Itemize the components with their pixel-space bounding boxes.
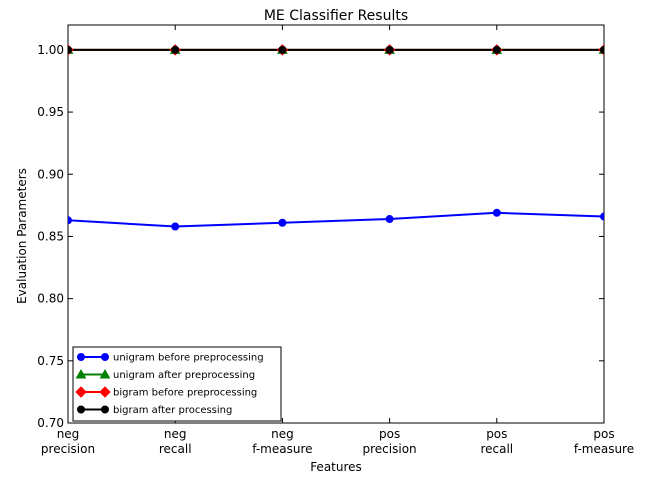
data-point [385, 45, 394, 54]
x-tick-label: pos [593, 427, 614, 441]
data-point [171, 222, 180, 231]
plot-area: 0.700.750.800.850.900.951.00negprecision… [37, 24, 634, 456]
legend-marker [99, 368, 111, 379]
x-tick-label: f-measure [574, 442, 634, 456]
data-point [385, 215, 394, 224]
y-tick-label: 0.90 [37, 167, 64, 181]
data-point [492, 45, 501, 54]
legend-marker [99, 386, 111, 398]
x-tick-label: neg [164, 427, 187, 441]
legend-label: bigram before preprocessing [113, 388, 257, 399]
y-tick-label: 0.95 [37, 105, 64, 119]
x-tick-label: f-measure [252, 442, 312, 456]
data-point [278, 218, 287, 227]
x-tick-label: pos [486, 427, 507, 441]
data-point [68, 216, 72, 225]
y-tick-label: 0.85 [37, 229, 64, 243]
y-axis-title: Evaluation Parameters [15, 168, 29, 304]
legend-marker [101, 405, 109, 414]
x-tick-label: pos [379, 427, 400, 441]
y-tick-label: 1.00 [37, 43, 64, 57]
chart-title: ME Classifier Results [264, 8, 408, 24]
x-tick-label: precision [41, 442, 95, 456]
x-tick-label: recall [480, 442, 513, 456]
x-tick-label: recall [159, 442, 192, 456]
data-point [278, 45, 287, 54]
x-tick-label: neg [271, 427, 294, 441]
data-point [171, 45, 180, 54]
y-tick-label: 0.80 [37, 292, 64, 306]
data-point [600, 212, 604, 221]
x-tick-label: precision [363, 442, 417, 456]
legend-marker [101, 353, 109, 361]
legend-marker [75, 386, 87, 398]
legend-marker [77, 353, 85, 361]
series-line-0 [68, 211, 604, 228]
legend-label: bigram after processing [113, 405, 232, 416]
data-point [600, 45, 604, 54]
legend-label: unigram before preprocessing [113, 353, 264, 364]
legend-label: unigram after preprocessing [113, 370, 255, 381]
data-point [492, 208, 501, 217]
legend-marker [75, 368, 87, 379]
data-point [68, 45, 72, 54]
legend-marker [77, 405, 85, 414]
y-tick-label: 0.70 [37, 416, 64, 430]
y-tick-label: 0.75 [37, 354, 64, 368]
series-group [68, 44, 604, 231]
x-axis-title: Features [310, 460, 362, 474]
x-tick-label: neg [57, 427, 80, 441]
